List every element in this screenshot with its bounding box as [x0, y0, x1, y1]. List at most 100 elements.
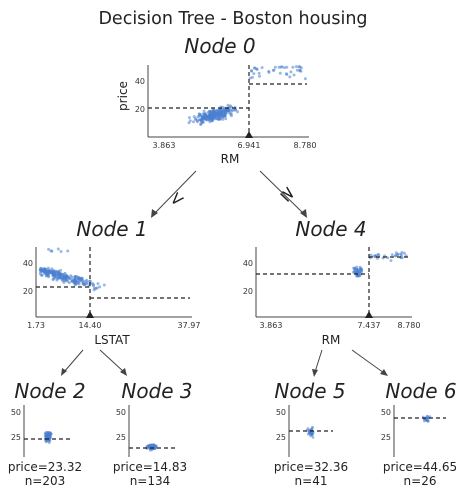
edge-label-greater-equal: ≥	[275, 181, 300, 207]
node-0-x-label: RM	[221, 152, 240, 166]
data-point	[187, 116, 191, 120]
edge-arrowhead	[312, 369, 318, 377]
node-0-scatter	[187, 65, 307, 127]
data-point	[44, 440, 48, 444]
node-2-y-tick-25: 25	[11, 433, 21, 442]
data-point	[223, 114, 227, 118]
node-2-y-tick-50: 50	[11, 408, 21, 417]
data-point	[311, 433, 314, 436]
node-1-scatter	[38, 247, 106, 292]
node-1-x-label: LSTAT	[94, 333, 130, 347]
data-point	[252, 72, 256, 76]
node-4-x-tick-split: 7.437	[358, 321, 381, 330]
node-0: Node 0 price 40 20 3.863 6.941 8.780 RM	[116, 34, 316, 166]
data-point	[356, 274, 360, 278]
data-point	[48, 431, 52, 435]
data-point	[59, 250, 63, 253]
data-point	[376, 256, 379, 260]
data-point	[402, 251, 406, 255]
node-3-count: n=134	[130, 474, 171, 488]
edge-arrowhead	[61, 368, 67, 376]
node-2-price: price=23.32	[8, 460, 82, 474]
node-4-y-tick-20: 20	[243, 287, 253, 296]
data-point	[199, 123, 203, 127]
data-point	[423, 419, 426, 423]
node-5-count: n=41	[295, 474, 328, 488]
data-point	[149, 448, 152, 452]
data-point	[267, 69, 271, 73]
node-4-x-label: RM	[322, 333, 341, 347]
data-point	[206, 118, 210, 122]
node-0-x-tick-min: 3.863	[153, 141, 176, 150]
data-point	[277, 65, 281, 69]
data-point	[69, 274, 73, 278]
node-2: Node 2 50 25 price=23.32 n=203	[8, 379, 86, 488]
data-point	[373, 254, 377, 258]
data-point	[102, 283, 106, 287]
node-6-title: Node 6	[385, 379, 456, 403]
data-point	[59, 268, 63, 272]
node-1-title: Node 1	[76, 217, 147, 241]
edge-node-4-to-node-6	[351, 349, 385, 374]
data-point	[271, 68, 275, 72]
data-point	[85, 280, 89, 284]
data-point	[358, 267, 362, 271]
data-point	[221, 117, 225, 121]
data-point	[285, 73, 289, 76]
edge-node-1-to-node-2	[63, 349, 84, 373]
data-point	[295, 68, 299, 72]
data-point	[199, 113, 203, 117]
edges-level-2	[61, 349, 388, 377]
data-point	[353, 266, 357, 270]
node-1-split-marker	[86, 311, 94, 318]
data-point	[255, 67, 259, 71]
node-3-title: Node 3	[121, 379, 192, 403]
data-point	[396, 253, 399, 257]
data-point	[40, 273, 44, 277]
data-point	[50, 249, 54, 253]
data-point	[201, 120, 205, 124]
data-point	[278, 71, 282, 75]
node-0-y-label: price	[116, 81, 130, 111]
data-point	[221, 113, 225, 117]
data-point	[282, 66, 286, 70]
data-point	[228, 108, 232, 112]
edge-label-less-than: <	[164, 187, 190, 212]
data-point	[92, 288, 96, 292]
node-0-x-tick-max: 8.780	[294, 141, 317, 150]
data-point	[71, 280, 75, 283]
node-4-scatter	[352, 251, 408, 278]
node-5-scatter	[305, 425, 315, 439]
data-point	[390, 253, 394, 257]
node-5-price: price=32.36	[274, 460, 348, 474]
data-point	[229, 114, 233, 118]
node-6-y-tick-25: 25	[381, 433, 391, 442]
data-point	[208, 120, 212, 124]
node-2-count: n=203	[25, 474, 66, 488]
node-3-price: price=14.83	[113, 460, 187, 474]
edge-arrowhead	[380, 369, 388, 376]
node-5-title: Node 5	[274, 379, 345, 403]
data-point	[294, 65, 298, 69]
data-point	[250, 69, 253, 73]
data-point	[292, 73, 296, 77]
data-point	[196, 115, 200, 119]
data-point	[376, 252, 380, 256]
data-point	[92, 283, 95, 287]
edge-node-0-to-node-1	[153, 170, 197, 215]
data-point	[224, 117, 228, 121]
data-point	[59, 276, 63, 280]
node-4-split-marker	[365, 311, 373, 318]
node-2-scatter	[43, 430, 53, 444]
data-point	[248, 76, 252, 80]
edge-node-1-to-node-3	[99, 349, 125, 373]
data-point	[222, 109, 225, 113]
data-point	[303, 77, 307, 81]
data-point	[231, 108, 234, 112]
data-point	[43, 267, 47, 271]
data-point	[63, 274, 66, 278]
node-3-y-tick-50: 50	[116, 408, 126, 417]
edge-node-0-to-node-4	[259, 170, 305, 215]
edge-arrowhead	[300, 209, 307, 218]
data-point	[400, 253, 403, 257]
